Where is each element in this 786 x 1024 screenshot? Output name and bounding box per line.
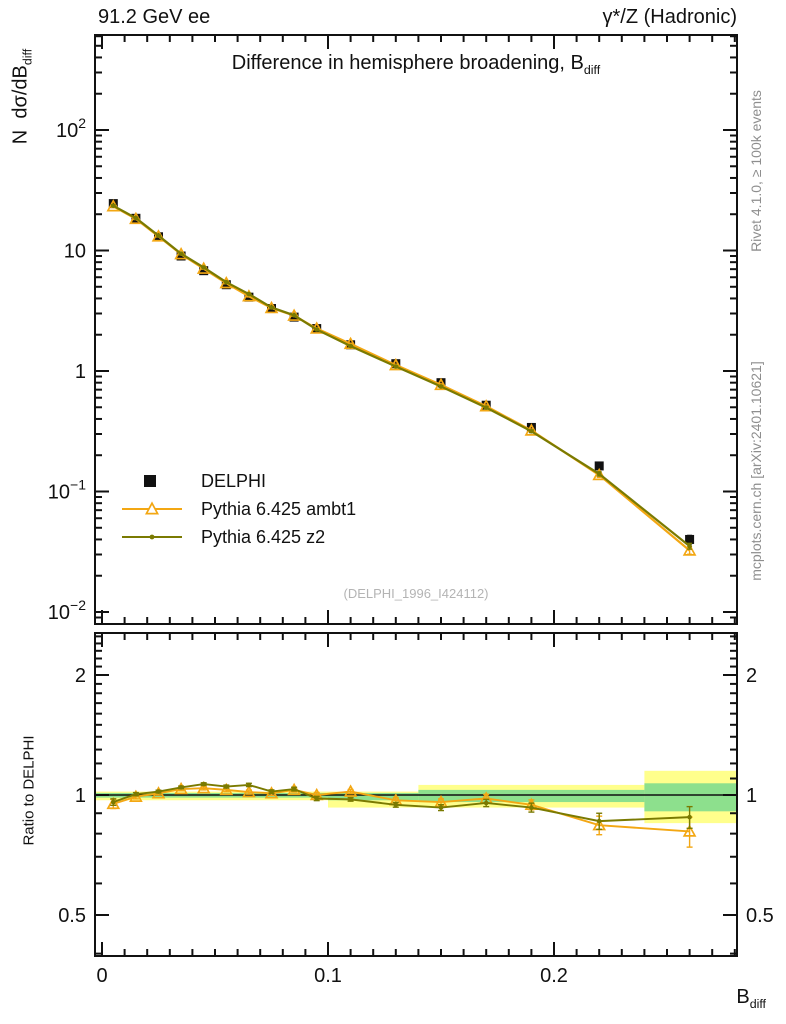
svg-text:0: 0 bbox=[96, 965, 107, 987]
svg-text:102: 102 bbox=[56, 115, 86, 142]
legend-label: Pythia 6.425 ambt1 bbox=[201, 498, 357, 519]
svg-text:1: 1 bbox=[75, 785, 86, 807]
svg-text:0.1: 0.1 bbox=[314, 965, 342, 987]
ratio-series-pythia-6-425-z2 bbox=[110, 781, 693, 831]
analysis-id-watermark: (DELPHI_1996_I424112) bbox=[343, 586, 489, 601]
svg-text:10: 10 bbox=[64, 241, 86, 263]
x-axis-label-subscript: diff bbox=[749, 997, 766, 1011]
svg-text:1: 1 bbox=[75, 361, 86, 383]
y-axis-label-subscript: diff bbox=[20, 48, 35, 66]
beam-energy-label: 91.2 GeV ee bbox=[98, 6, 211, 28]
svg-text:0.2: 0.2 bbox=[540, 965, 568, 987]
svg-text:1: 1 bbox=[746, 785, 757, 807]
legend-item-pythia-ambt1: Pythia 6.425 ambt1 bbox=[116, 495, 356, 523]
x-axis-label-text: B bbox=[736, 986, 750, 1008]
svg-text:10−2: 10−2 bbox=[48, 597, 86, 624]
x-axis-label: Bdiff bbox=[736, 986, 766, 1011]
svg-text:0.5: 0.5 bbox=[746, 905, 774, 927]
plot-title-text: Difference in hemisphere broadening, B bbox=[231, 52, 584, 74]
mcplots-reference-note: mcplots.cern.ch [arXiv:2401.10621] bbox=[748, 361, 764, 581]
legend-label: Pythia 6.425 z2 bbox=[201, 526, 326, 547]
svg-text:0.5: 0.5 bbox=[58, 905, 86, 927]
tick-labels: 102 10 1 10−1 10−2 0 0.1 0.2 2 2 1 1 0.5 0.5 bbox=[48, 115, 774, 987]
pythia-z2-dot-marker-icon bbox=[116, 527, 188, 547]
ratio-axis-label: Ratio to DELPHI bbox=[20, 735, 38, 846]
legend-item-pythia-z2: Pythia 6.425 z2 bbox=[116, 523, 356, 551]
legend-label: DELPHI bbox=[201, 470, 267, 491]
plot-title-subscript: diff bbox=[583, 63, 601, 77]
ratio-panel-frame bbox=[94, 632, 738, 957]
legend: DELPHI Pythia 6.425 ambt1 Pythia 6.425 z… bbox=[116, 467, 356, 551]
svg-text:2: 2 bbox=[75, 665, 86, 687]
delphi-square-marker-icon bbox=[116, 471, 188, 491]
plot-title: Difference in hemisphere broadening, Bdi… bbox=[95, 52, 737, 77]
panel-frames bbox=[94, 34, 738, 957]
pythia-ambt1-triangle-marker-icon bbox=[116, 499, 188, 519]
main-panel-frame bbox=[94, 34, 738, 625]
y-axis-label-text: N dσ/dB bbox=[9, 65, 32, 145]
process-label: γ*/Z (Hadronic) bbox=[602, 6, 737, 28]
legend-item-delphi: DELPHI bbox=[116, 467, 356, 495]
rivet-version-note: Rivet 4.1.0, ≥ 100k events bbox=[748, 90, 764, 252]
y-axis-label: N dσ/dBdiff bbox=[10, 0, 35, 247]
main-series-pythia-6-425-z2 bbox=[110, 203, 693, 550]
svg-text:2: 2 bbox=[746, 665, 757, 687]
svg-text:10−1: 10−1 bbox=[48, 477, 86, 504]
uncertainty-bands bbox=[94, 770, 738, 824]
axis-ticks bbox=[95, 35, 737, 956]
